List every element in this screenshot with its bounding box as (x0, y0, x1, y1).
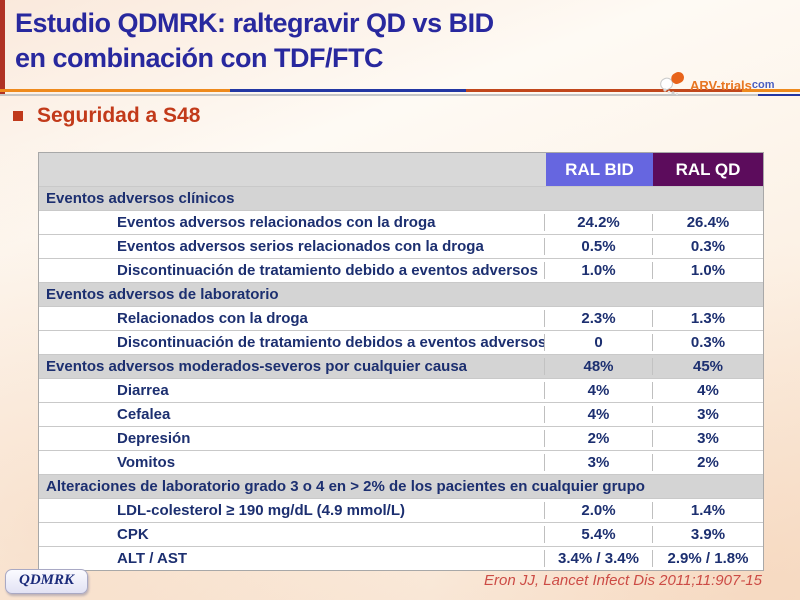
value-ral-qd: 2% (652, 454, 763, 471)
table-row: Vomitos 3% 2% (39, 450, 763, 474)
logo-suffix: com (751, 79, 775, 91)
value-ral-qd: 3% (652, 430, 763, 447)
row-label: Discontinuación de tratamiento debidos a… (117, 334, 544, 351)
row-label: Eventos adversos clínicos (46, 190, 235, 207)
value-ral-qd: 0.3% (652, 334, 763, 351)
subtitle-text: Seguridad a S48 (37, 104, 201, 127)
citation: Eron JJ, Lancet Infect Dis 2011;11:907-1… (484, 572, 762, 589)
table-row: Eventos adversos de laboratorio (39, 282, 763, 306)
divider-segment-orange-right (742, 89, 800, 92)
value-ral-bid: 0.5% (544, 238, 652, 255)
table-row: Diarrea 4% 4% (39, 378, 763, 402)
row-label: Eventos adversos moderados-severos por c… (46, 358, 468, 375)
divider-segment-redorange (466, 89, 742, 92)
value-ral-qd: 3% (652, 406, 763, 423)
table-row: Depresión 2% 3% (39, 426, 763, 450)
row-label: Vomitos (117, 454, 176, 471)
value-ral-qd: 3.9% (652, 526, 763, 543)
column-header-ral-qd: RAL QD (653, 153, 763, 186)
slide-title-line2: en combinación con TDF/FTC (15, 43, 384, 73)
value-ral-qd: 26.4% (652, 214, 763, 231)
divider-gray-line (0, 94, 758, 96)
row-label: ALT / AST (117, 550, 187, 567)
value-ral-bid: 3.4% / 3.4% (544, 550, 652, 567)
table-row: CPK 5.4% 3.9% (39, 522, 763, 546)
safety-table: RAL BID RAL QD Eventos adversos clínicos… (38, 152, 764, 571)
value-ral-bid: 4% (544, 406, 652, 423)
value-ral-bid: 2.3% (544, 310, 652, 327)
value-ral-bid: 0 (544, 334, 652, 351)
value-ral-qd: 1.3% (652, 310, 763, 327)
row-label: LDL-colesterol ≥ 190 mg/dL (4.9 mmol/L) (117, 502, 406, 519)
table-row: Eventos adversos moderados-severos por c… (39, 354, 763, 378)
divider-segment-navy (230, 89, 466, 92)
value-ral-bid: 1.0% (544, 262, 652, 279)
value-ral-qd: 1.4% (652, 502, 763, 519)
row-label: Cefalea (117, 406, 171, 423)
column-header-ral-bid: RAL BID (546, 153, 653, 186)
row-label: Eventos adversos relacionados con la dro… (117, 214, 436, 231)
value-ral-bid: 3% (544, 454, 652, 471)
value-ral-qd: 45% (652, 358, 763, 375)
row-label: Diarrea (117, 382, 169, 399)
table-row: Cefalea 4% 3% (39, 402, 763, 426)
divider-segment-orange (0, 89, 230, 92)
row-label: Eventos adversos de laboratorio (46, 286, 279, 303)
table-header-row: RAL BID RAL QD (39, 153, 763, 186)
value-ral-qd: 1.0% (652, 262, 763, 279)
row-label: CPK (117, 526, 149, 543)
slide-title: Estudio QDMRK: raltegravir QD vs BID en … (15, 6, 665, 76)
value-ral-bid: 48% (544, 358, 652, 375)
subtitle-row: Seguridad a S48 (13, 104, 200, 128)
table-body: Eventos adversos clínicos Eventos adverso… (39, 186, 763, 570)
pill-icon (658, 70, 688, 101)
table-row: Eventos adversos serios relacionados con… (39, 234, 763, 258)
row-label: Depresión (117, 430, 191, 447)
table-row: Discontinuación de tratamiento debidos a… (39, 330, 763, 354)
row-label: Relacionados con la droga (117, 310, 308, 327)
table-row: ALT / AST 3.4% / 3.4% 2.9% / 1.8% (39, 546, 763, 570)
table-row: Eventos adversos relacionados con la dro… (39, 210, 763, 234)
table-row: Alteraciones de laboratorio grado 3 o 4 … (39, 474, 763, 498)
value-ral-bid: 24.2% (544, 214, 652, 231)
value-ral-bid: 2.0% (544, 502, 652, 519)
arv-trials-logo: ARV-trials com (658, 70, 800, 101)
value-ral-bid: 5.4% (544, 526, 652, 543)
logo-text: ARV-trials (690, 77, 752, 93)
value-ral-bid: 2% (544, 430, 652, 447)
left-accent-bar (0, 0, 5, 96)
value-ral-qd: 2.9% / 1.8% (652, 550, 763, 567)
value-ral-qd: 4% (652, 382, 763, 399)
value-ral-bid: 4% (544, 382, 652, 399)
qdmrk-badge: QDMRK (5, 569, 89, 594)
table-header-spacer (39, 153, 546, 186)
value-ral-qd: 0.3% (652, 238, 763, 255)
row-label: Discontinuación de tratamiento debido a … (117, 262, 538, 279)
slide-title-line1: Estudio QDMRK: raltegravir QD vs BID (15, 8, 494, 38)
row-label: Alteraciones de laboratorio grado 3 o 4 … (46, 478, 645, 495)
table-row: LDL-colesterol ≥ 190 mg/dL (4.9 mmol/L) 2… (39, 498, 763, 522)
row-label: Eventos adversos serios relacionados con… (117, 238, 484, 255)
table-row: Relacionados con la droga 2.3% 1.3% (39, 306, 763, 330)
bullet-square-icon (13, 111, 23, 121)
table-row: Eventos adversos clínicos (39, 186, 763, 210)
table-row: Discontinuación de tratamiento debido a … (39, 258, 763, 282)
divider-blue-tip (758, 94, 800, 96)
